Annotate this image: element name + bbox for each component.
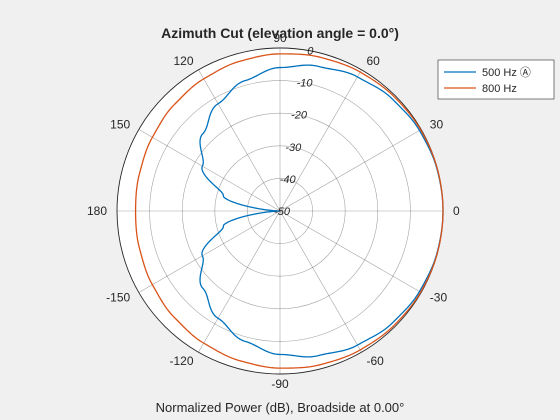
legend-label-800hz: 800 Hz [482,83,517,95]
chart-title: Azimuth Cut (elevation angle = 0.0°) [161,25,399,41]
legend-label-500hz: 500 Hz Ⓐ [482,66,531,79]
radial-tick-label: -20 [291,110,308,122]
angle-tick-label: 180 [87,204,107,218]
angular-grid-line [198,210,281,353]
angle-tick-label: -30 [430,291,448,305]
x-axis-label: Normalized Power (dB), Broadside at 0.00… [156,400,405,415]
radial-tick-label: -40 [280,174,297,186]
angle-tick-label: 150 [110,118,130,132]
angle-tick-label: 90 [273,31,287,45]
series-line-500hz[interactable] [199,64,444,358]
angular-grid-line [138,129,281,212]
angular-grid-line [279,210,422,293]
angle-tick-label: 0 [453,204,460,218]
series-line-800hz[interactable] [134,53,444,369]
angle-tick-label: -60 [367,354,385,368]
radial-tick-label: -50 [274,206,291,218]
legend[interactable]: 500 Hz Ⓐ 800 Hz [437,59,555,100]
angle-tick-label: 120 [173,54,193,68]
radial-tick-label: -10 [297,78,314,90]
angular-grid-line [138,210,281,293]
radial-tick-label: 0 [307,46,314,58]
angular-grid-line [198,69,281,212]
angle-tick-label: -120 [169,354,193,368]
angular-grid-line [279,210,362,353]
angular-grid-line [279,129,422,212]
angle-tick-label: 60 [367,54,381,68]
angle-tick-label: -150 [106,291,130,305]
angular-grid-line [279,69,362,212]
legend-box [437,59,555,100]
radial-tick-label: -30 [285,142,302,154]
angle-tick-label: 30 [430,118,444,132]
angle-tick-label: -90 [271,377,289,391]
